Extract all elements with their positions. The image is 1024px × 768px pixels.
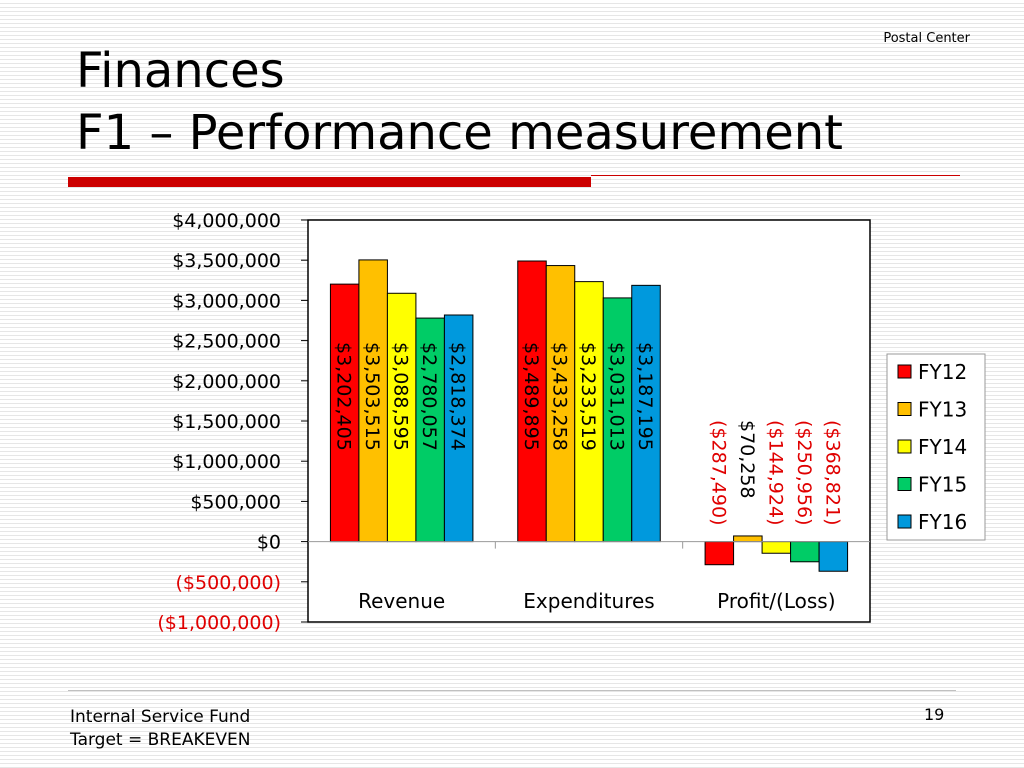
bars [329, 259, 849, 572]
title-thin-rule [591, 175, 960, 176]
legend-swatch-fy12 [897, 364, 912, 379]
header-label: Postal Center [883, 31, 970, 46]
bar-value-label: $3,489,895 [520, 342, 542, 451]
category-labels: Revenue Expenditures Profit/(Loss) [358, 541, 836, 613]
title-accent-rule [68, 177, 591, 187]
page-number: 19 [924, 705, 945, 724]
y-tick-label: $3,500,000 [172, 250, 281, 272]
bar-fy12 [704, 541, 735, 566]
bar-value-label: $3,202,405 [333, 342, 355, 451]
bar-value-label: $2,780,057 [418, 342, 440, 451]
y-tick-label: $3,000,000 [172, 290, 281, 312]
y-tick-label: $1,000,000 [172, 451, 281, 473]
legend-swatch-fy14 [897, 439, 912, 454]
category-label: Revenue [358, 589, 445, 613]
legend-label: FY15 [918, 473, 967, 497]
bar-value-label: $3,233,519 [577, 342, 599, 451]
bar-value-label: $3,187,195 [634, 342, 656, 451]
y-tick-label: $0 [257, 532, 281, 554]
title-line-1: Finances [76, 43, 285, 99]
bar-value-label: $3,503,515 [361, 342, 383, 451]
bar-value-label: $3,088,595 [390, 342, 412, 451]
bar-fy14 [761, 541, 792, 554]
category-label: Profit/(Loss) [717, 589, 835, 613]
legend-swatch-fy13 [897, 402, 912, 416]
bar-value-label: $2,818,374 [447, 342, 469, 451]
y-tick-label: $500,000 [190, 491, 281, 513]
y-tick-label: $2,500,000 [172, 331, 281, 353]
y-axis-labels: $4,000,000 $3,500,000 $3,000,000 $2,500,000… [157, 210, 281, 634]
footer-note: Internal Service Fund Target = BREAKEVEN [70, 706, 250, 752]
bar-value-label: $3,433,258 [549, 342, 571, 451]
bar-labels: $3,202,405 $3,503,515 $3,088,595 $2,780,057… [333, 342, 844, 525]
y-tick-label: $2,000,000 [172, 371, 281, 393]
bar-value-label: ($144,924) [764, 420, 786, 525]
legend-label: FY13 [918, 398, 967, 422]
bar-fy13 [358, 259, 388, 543]
y-axis-ticks [301, 219, 308, 623]
bar-value-label: ($250,956) [793, 420, 815, 525]
bar-fy12 [329, 283, 360, 543]
bar-value-label: ($287,490) [707, 420, 729, 525]
bar-fy15 [790, 541, 820, 563]
legend-label: FY12 [918, 360, 967, 384]
bar-fy13 [545, 265, 576, 543]
title-line-2: F1 – Performance measurement [76, 105, 843, 161]
category-label: Expenditures [523, 589, 654, 613]
y-tick-label: ($1,000,000) [157, 612, 281, 634]
legend: FY12 FY13 FY14 FY15 FY16 [886, 353, 986, 541]
y-tick-label: $1,500,000 [172, 411, 281, 433]
bar-value-label: $3,031,013 [606, 342, 628, 451]
footer-rule [68, 690, 956, 691]
footer-note-line-1: Internal Service Fund [70, 707, 251, 727]
slide-title: Finances F1 – Performance measurement [76, 40, 843, 164]
bar-fy13 [733, 535, 763, 543]
legend-swatch-fy15 [897, 477, 912, 491]
bar-fy15 [602, 297, 633, 543]
footer-note-line-2: Target = BREAKEVEN [70, 730, 251, 750]
bar-fy12 [517, 260, 547, 543]
legend-swatch-fy16 [897, 514, 912, 529]
y-tick-label: ($500,000) [176, 572, 281, 594]
y-tick-label: $4,000,000 [172, 210, 281, 232]
bar-fy16 [818, 541, 849, 572]
bar-fy16 [631, 284, 661, 543]
bar-value-label: ($368,821) [821, 420, 843, 525]
bar-value-label: $70,258 [736, 420, 758, 499]
legend-label: FY14 [918, 435, 967, 459]
legend-label: FY16 [918, 510, 967, 534]
